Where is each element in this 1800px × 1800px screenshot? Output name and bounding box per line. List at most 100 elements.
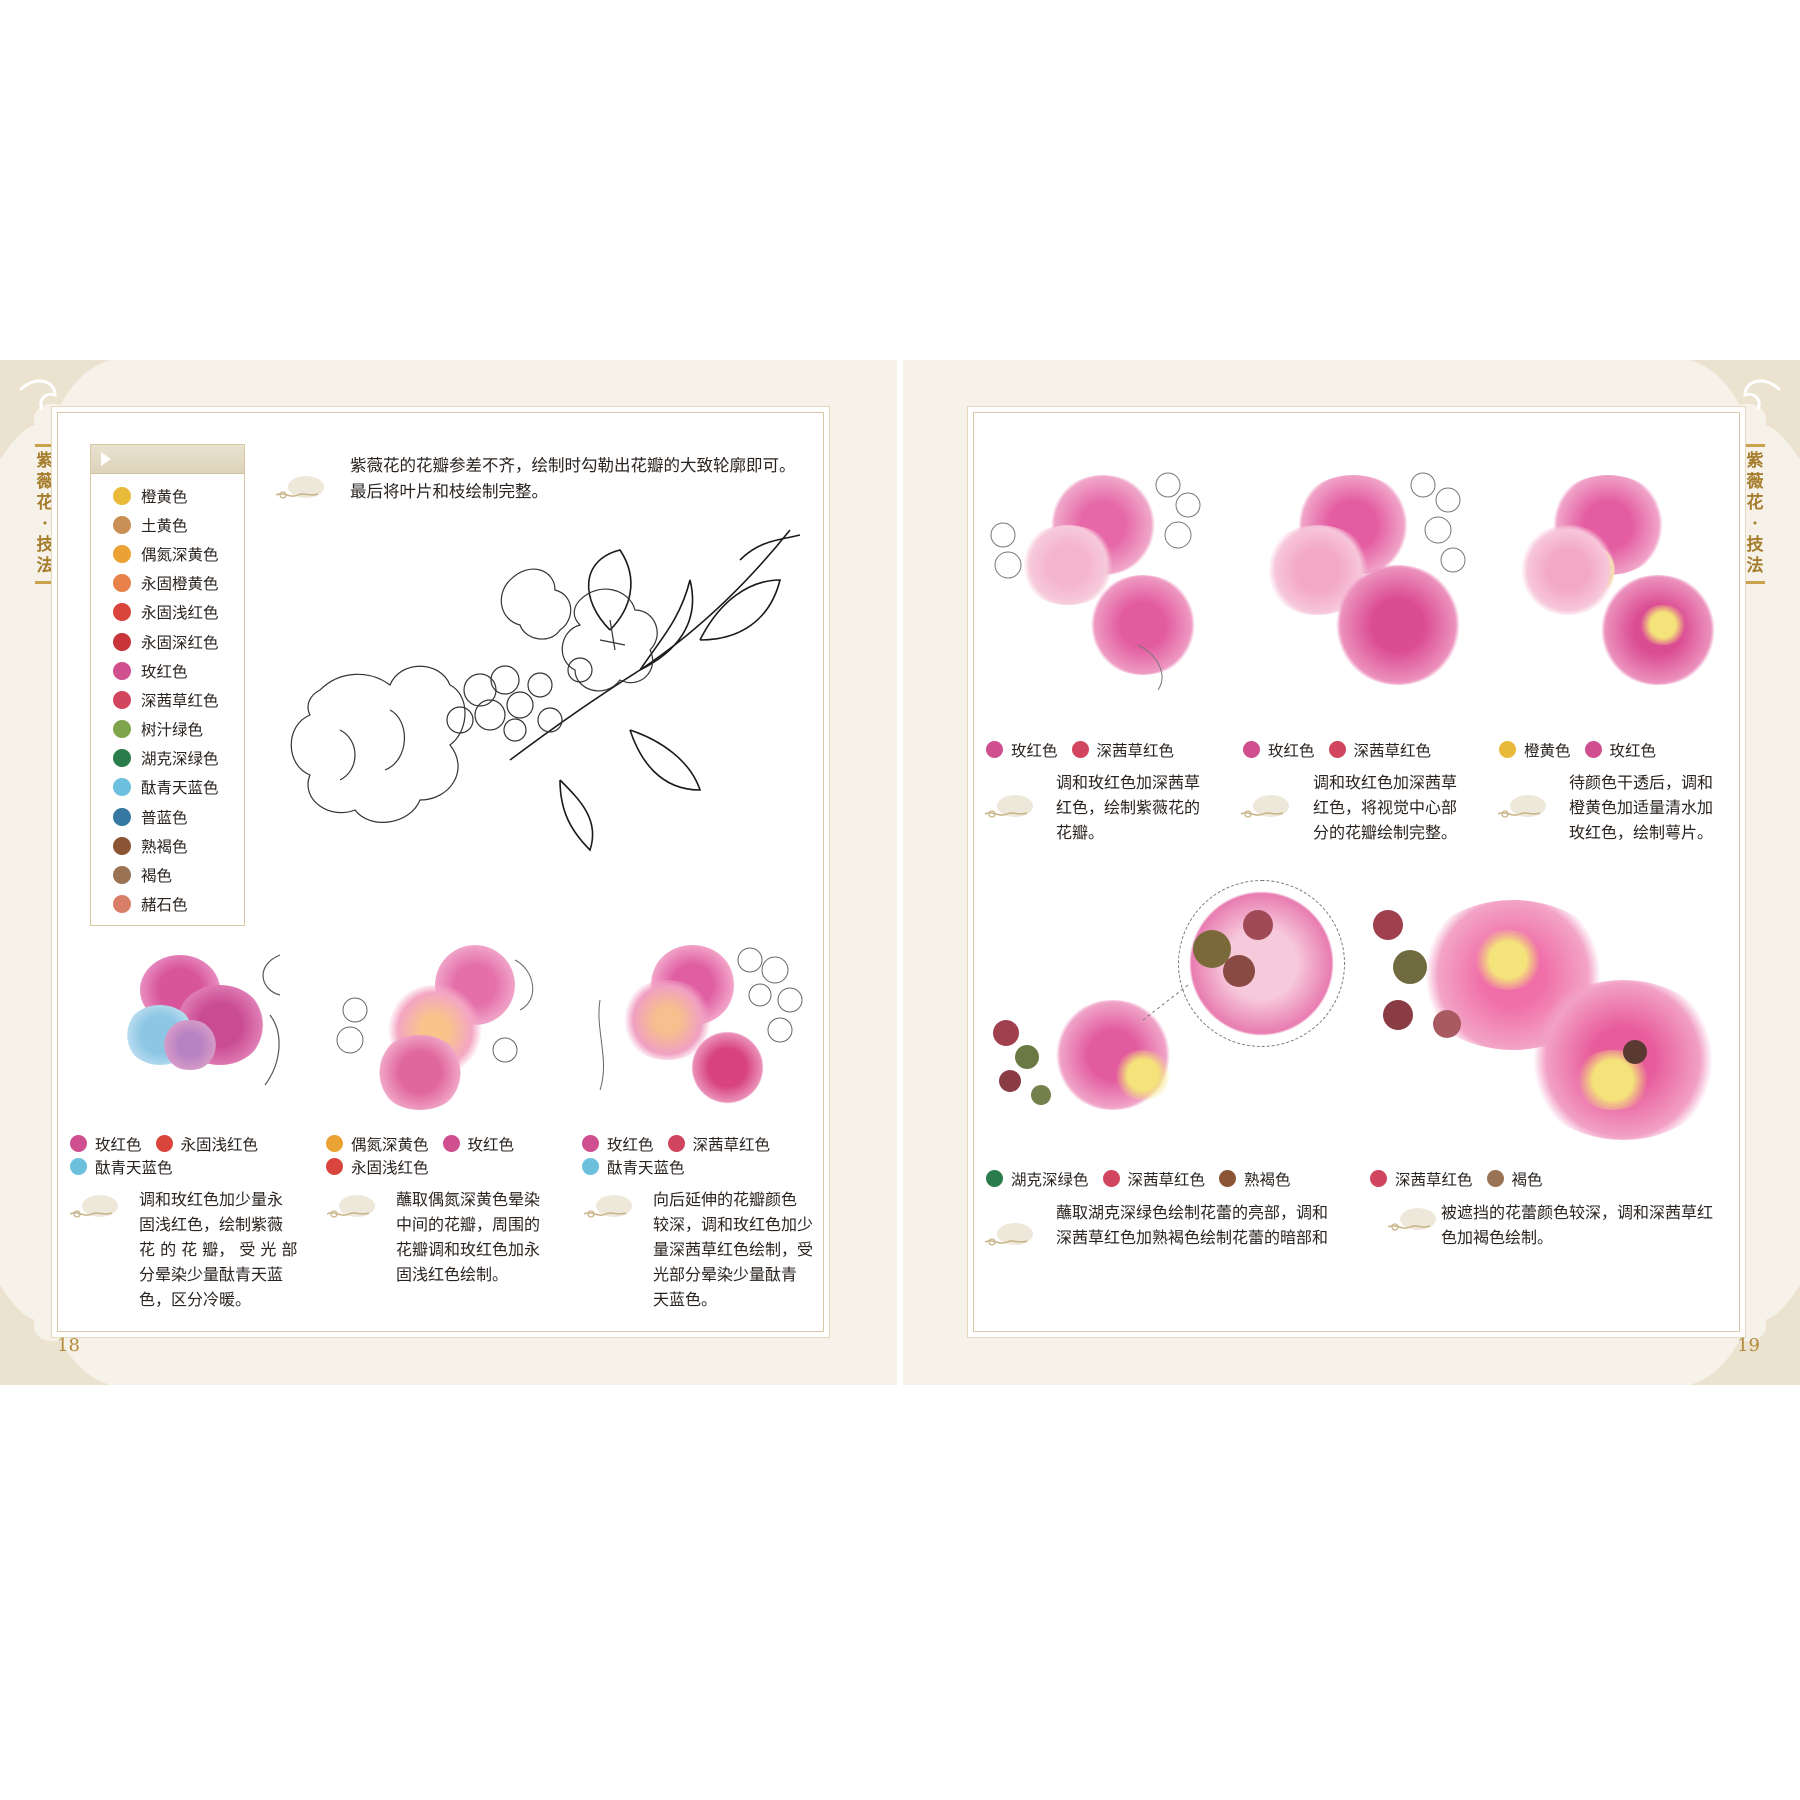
step6-text: 待颜色干透后，调和 橙黄色加适量清水加 玫红色，绘制萼片。 — [1569, 770, 1713, 845]
step1-illustration — [85, 945, 295, 1115]
swatch-label: 玫红色 — [1609, 741, 1657, 760]
swatch-item: 玫红色 — [582, 1132, 654, 1155]
color-dot-icon — [1584, 741, 1602, 758]
color-dot-icon — [113, 895, 131, 914]
color-dot-icon — [113, 778, 131, 797]
palette-color-name: 橙黄色 — [141, 487, 188, 506]
swatch-label: 熟褐色 — [1244, 1170, 1291, 1189]
color-dot-icon — [113, 574, 131, 593]
palette-color-name: 土黄色 — [141, 516, 188, 535]
palette-color-name: 湖克深绿色 — [141, 750, 219, 769]
swatch-item: 偶氮深黄色 — [326, 1132, 429, 1155]
color-dot-icon — [1370, 1170, 1387, 1187]
step6-illustration — [1498, 465, 1728, 695]
triangle-icon — [101, 452, 111, 466]
step8-swatches: 深茜草红色 褐色 — [1370, 1167, 1670, 1190]
step-line: 花瓣。 — [1056, 823, 1105, 842]
swatch-label: 玫红色 — [1011, 741, 1058, 760]
palette-item: 永固橙黄色 — [113, 569, 244, 598]
side-tab-char: 紫 — [1746, 451, 1764, 471]
cloud-ornament-icon — [1690, 360, 1800, 460]
swatch-label: 深茜草红色 — [692, 1135, 771, 1154]
color-dot-icon — [1499, 741, 1516, 758]
step7-swatches: 湖克深绿色 深茜草红色 熟褐色 — [986, 1167, 1346, 1190]
swatch-label: 湖克深绿色 — [1011, 1170, 1089, 1189]
section-side-tab: 紫 薇 花 · 技 法 — [1744, 440, 1766, 588]
color-dot-icon — [113, 544, 131, 563]
step-line: 光部分晕染少量酞青 — [653, 1265, 798, 1284]
side-tab-char: 法 — [1746, 556, 1764, 576]
step-line: 固浅红色绘制。 — [396, 1265, 509, 1284]
swatch-item: 褐色 — [1486, 1167, 1543, 1190]
palette-item: 玫红色 — [113, 656, 244, 685]
cloud-icon — [1240, 795, 1289, 818]
swatch-item: 永固浅红色 — [326, 1155, 429, 1178]
color-dot-icon — [113, 486, 131, 505]
palette-item: 赭石色 — [113, 890, 244, 919]
step7-illustration — [993, 880, 1345, 1110]
palette-color-name: 褐色 — [141, 867, 173, 886]
palette-item: 土黄色 — [113, 510, 244, 539]
page-number: 18 — [57, 1335, 80, 1356]
swatch-label: 酞青天蓝色 — [95, 1158, 173, 1177]
step-line: 花 的 花 瓣， 受 光 部 — [139, 1240, 298, 1259]
step-line: 花瓣调和玫红色加永 — [396, 1240, 541, 1259]
palette-color-name: 普蓝色 — [141, 808, 188, 827]
palette-color-name: 熟褐色 — [141, 837, 188, 856]
swatch-item: 橙黄色 — [1499, 738, 1571, 761]
color-dot-icon — [1071, 741, 1089, 758]
color-dot-icon — [667, 1135, 685, 1152]
step2-illustration — [335, 940, 545, 1115]
side-tab-char: 技 — [36, 535, 54, 555]
color-dot-icon — [70, 1158, 87, 1175]
cloud-icon — [984, 1223, 1033, 1246]
step-line: 色加褐色绘制。 — [1441, 1228, 1554, 1247]
step1-text: 调和玫红色加少量永 固浅红色，绘制紫薇 花 的 花 瓣， 受 光 部 分晕染少量… — [139, 1187, 298, 1312]
page-number: 19 — [1737, 1335, 1760, 1356]
cloud-icon — [984, 795, 1033, 818]
swatch-item: 玫红色 — [70, 1132, 142, 1155]
color-dot-icon — [113, 603, 131, 622]
swatch-label: 深茜草红色 — [1127, 1170, 1206, 1189]
color-dot-icon — [113, 661, 131, 680]
swatch-item: 永固浅红色 — [155, 1132, 259, 1155]
side-tab-char: · — [1752, 514, 1758, 534]
swatch-label: 永固浅红色 — [180, 1135, 259, 1154]
step4-swatches: 玫红色 深茜草红色 — [986, 738, 1226, 761]
color-dot-icon — [113, 515, 131, 534]
palette-item: 湖克深绿色 — [113, 744, 244, 773]
tab-bar-icon — [1745, 444, 1765, 447]
step5-swatches: 玫红色 深茜草红色 — [1243, 738, 1483, 761]
step3-text: 向后延伸的花瓣颜色 较深，调和玫红色加少 量深茜草红色绘制，受 光部分晕染少量酞… — [653, 1187, 813, 1312]
tab-bar-icon — [1745, 581, 1765, 584]
step-line: 固浅红色，绘制紫薇 — [139, 1215, 284, 1234]
cloud-ornament-icon — [1690, 1285, 1800, 1385]
right-page: 紫 薇 花 · 技 法 — [903, 360, 1800, 1385]
step-line: 红色，将视觉中心部 — [1313, 798, 1458, 817]
step5-text: 调和玫红色加深茜草 红色，将视觉中心部 分的花瓣绘制完整。 — [1313, 770, 1457, 845]
color-dot-icon — [113, 690, 131, 709]
color-dot-icon — [1486, 1170, 1504, 1187]
step-line: 调和玫红色加少量永 — [139, 1190, 284, 1209]
palette-item: 酞青天蓝色 — [113, 773, 244, 802]
swatch-label: 玫红色 — [95, 1135, 142, 1154]
color-dot-icon — [113, 720, 131, 739]
side-tab-char: 薇 — [1746, 472, 1764, 492]
cloud-icon — [326, 1195, 375, 1218]
cloud-ornament-icon — [0, 360, 110, 460]
step-line: 天蓝色。 — [653, 1290, 718, 1309]
palette-color-name: 偶氮深黄色 — [141, 545, 219, 564]
swatch-item: 深茜草红色 — [1102, 1167, 1206, 1190]
step3-illustration — [590, 940, 815, 1115]
left-page: 紫 薇 花 · 技 法 橙黄色 土黄色 偶氮深黄色 永固橙黄色 永固浅红色 永固深红色 玫红… — [0, 360, 897, 1385]
color-dot-icon — [582, 1135, 599, 1152]
step3-swatches: 玫红色 深茜草红色 酞青天蓝色 — [582, 1132, 822, 1178]
color-dot-icon — [113, 866, 131, 885]
step2-swatches: 偶氮深黄色 玫红色 永固浅红色 — [326, 1132, 556, 1178]
color-dot-icon — [70, 1135, 87, 1152]
color-dot-icon — [113, 836, 131, 855]
swatch-item: 玫红色 — [1243, 738, 1315, 761]
page-gutter — [897, 360, 903, 1385]
color-dot-icon — [442, 1135, 460, 1152]
step1-swatches: 玫红色 永固浅红色 酞青天蓝色 — [70, 1132, 300, 1178]
